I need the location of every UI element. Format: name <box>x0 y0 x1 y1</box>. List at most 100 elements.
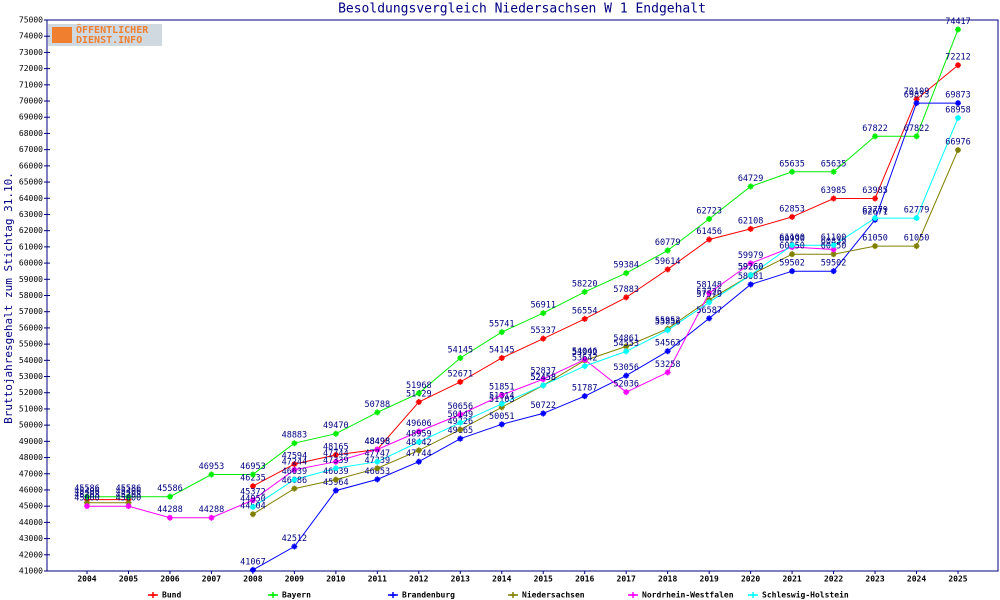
legend-label: Schleswig-Holstein <box>762 590 849 600</box>
data-label: 54861 <box>613 334 639 344</box>
x-tick-label: 2016 <box>575 575 594 584</box>
point-marker <box>415 447 422 454</box>
data-label: 48165 <box>323 442 349 452</box>
x-tick-label: 2017 <box>617 575 636 584</box>
data-label: 59979 <box>738 251 764 261</box>
point-marker <box>498 354 505 361</box>
point-marker <box>291 485 298 492</box>
y-tick-label: 46000 <box>19 485 43 494</box>
logo-icon <box>52 27 72 43</box>
y-tick-label: 65000 <box>19 178 43 187</box>
point-marker <box>332 451 339 458</box>
data-label: 45406 <box>74 487 100 497</box>
data-label: 50149 <box>447 410 473 420</box>
point-marker <box>540 376 547 383</box>
point-marker <box>415 458 422 465</box>
point-marker <box>249 503 256 510</box>
data-label: 45208 <box>74 490 100 500</box>
legend-marker <box>390 592 396 598</box>
data-label: 61100 <box>779 233 805 243</box>
data-label: 67822 <box>904 124 930 134</box>
x-tick-label: 2020 <box>741 575 760 584</box>
data-label: 50788 <box>365 400 391 410</box>
y-tick-label: 74000 <box>19 32 43 41</box>
series-line <box>87 29 959 498</box>
data-label: 51851 <box>489 383 515 393</box>
data-label: 45000 <box>74 494 100 504</box>
point-marker <box>332 465 339 472</box>
data-label: 58220 <box>572 279 598 289</box>
point-marker <box>374 409 381 416</box>
point-marker <box>249 471 256 478</box>
data-label: 45586 <box>157 484 183 494</box>
chart-title: Besoldungsvergleich Niedersachsen W 1 En… <box>338 2 706 17</box>
data-label: 55741 <box>489 320 515 330</box>
data-label: 46953 <box>199 462 225 472</box>
point-marker <box>332 476 339 483</box>
data-label: 45000 <box>116 494 142 504</box>
legend-marker <box>630 592 636 598</box>
data-label: 59502 <box>779 259 805 269</box>
y-tick-label: 67000 <box>19 145 43 154</box>
y-tick-label: 41000 <box>19 567 43 576</box>
point-marker <box>332 430 339 437</box>
data-label: 64729 <box>738 174 764 184</box>
point-marker <box>415 398 422 405</box>
data-label: 48498 <box>365 437 391 447</box>
point-marker <box>374 458 381 465</box>
data-label: 52036 <box>613 380 639 390</box>
x-tick-label: 2014 <box>492 575 511 584</box>
x-tick-label: 2008 <box>243 575 262 584</box>
point-marker <box>332 487 339 494</box>
data-label: 62853 <box>779 204 805 214</box>
x-tick-label: 2013 <box>451 575 470 584</box>
point-marker <box>913 243 920 250</box>
point-marker <box>540 410 547 417</box>
x-tick-label: 2011 <box>368 575 387 584</box>
data-label: 65635 <box>821 159 847 169</box>
logo-text: ÖFFENTLICHER <box>76 22 149 36</box>
legend-label: Bayern <box>282 591 311 600</box>
point-marker <box>457 419 464 426</box>
point-marker <box>581 363 588 370</box>
point-marker <box>747 225 754 232</box>
data-label: 54145 <box>447 345 473 355</box>
point-marker <box>913 100 920 107</box>
legend-label: Niedersachsen <box>522 590 585 600</box>
y-tick-label: 66000 <box>19 161 43 170</box>
point-marker <box>84 503 90 510</box>
data-label: 69873 <box>904 91 930 101</box>
point-marker <box>830 268 837 275</box>
point-marker <box>374 446 381 453</box>
point-marker <box>125 499 132 506</box>
data-label: 60839 <box>821 237 847 247</box>
x-tick-label: 2023 <box>865 575 884 584</box>
data-label: 42512 <box>282 534 308 544</box>
data-label: 48883 <box>282 431 308 441</box>
point-marker <box>249 511 256 518</box>
point-marker <box>498 404 505 411</box>
point-marker <box>872 133 879 140</box>
legend-marker <box>270 592 276 598</box>
data-label: 47747 <box>365 449 391 459</box>
point-marker <box>913 215 920 222</box>
x-tick-label: 2015 <box>534 575 553 584</box>
y-tick-label: 52000 <box>19 388 43 397</box>
data-label: 60779 <box>655 238 681 248</box>
data-label: 61050 <box>904 234 930 244</box>
y-tick-label: 57000 <box>19 307 43 316</box>
y-tick-label: 71000 <box>19 80 43 89</box>
data-label: 45372 <box>240 488 266 498</box>
data-label: 50656 <box>447 402 473 412</box>
x-tick-label: 2005 <box>119 575 138 584</box>
data-label: 70109 <box>904 87 930 97</box>
point-marker <box>664 348 671 355</box>
series-line <box>252 102 958 571</box>
data-label: 41067 <box>240 557 266 567</box>
point-marker <box>872 195 879 202</box>
data-label: 66976 <box>945 138 971 148</box>
x-tick-label: 2006 <box>160 575 179 584</box>
data-label: 51968 <box>406 381 432 391</box>
